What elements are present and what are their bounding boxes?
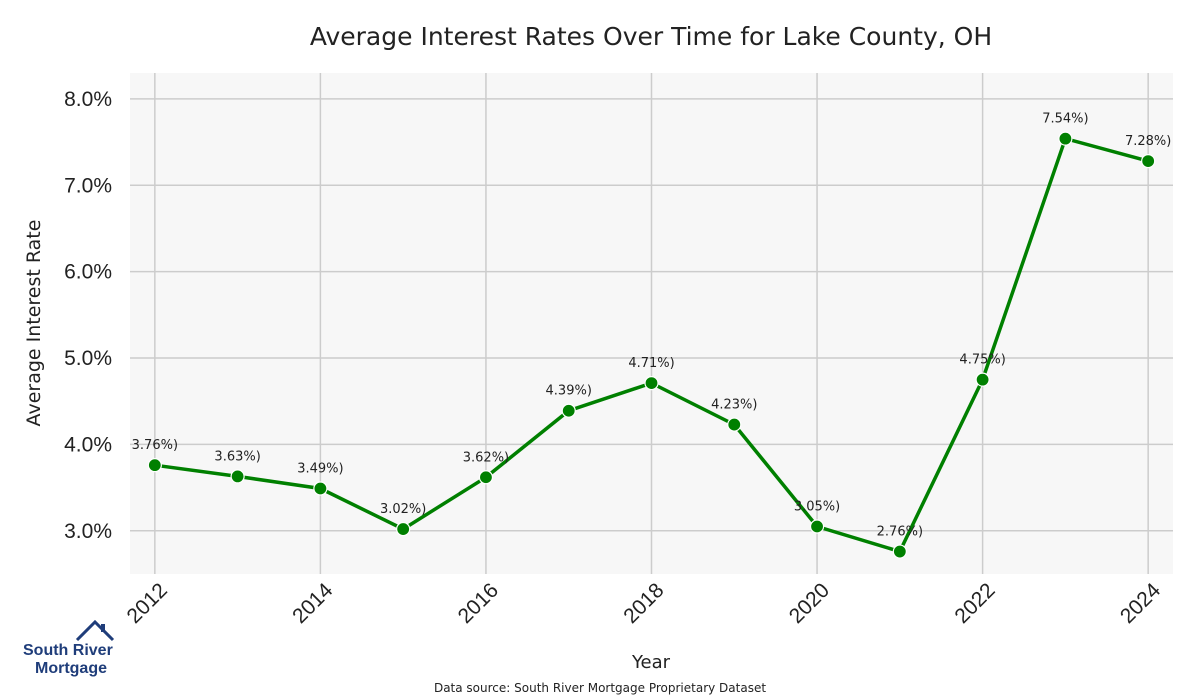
x-axis-ticks: 2012 2014 2016 2018 2020 2022 2024	[123, 579, 1166, 629]
x-tick-label: 2014	[288, 579, 338, 629]
y-tick-label: 3.0%	[64, 520, 112, 543]
logo-text-line1: South River	[23, 642, 113, 659]
y-axis-label: Average Interest Rate	[23, 220, 45, 427]
y-tick-label: 4.0%	[64, 433, 112, 456]
data-label: 4.23%)	[711, 398, 757, 413]
data-point	[1141, 154, 1156, 169]
data-point	[478, 470, 494, 485]
y-tick-label: 6.0%	[64, 261, 112, 284]
data-label: 3.63%)	[214, 449, 260, 464]
x-tick-label: 2016	[454, 579, 503, 628]
data-label: 7.28%)	[1125, 134, 1171, 149]
x-tick-label: 2012	[123, 579, 172, 628]
data-point	[313, 481, 328, 496]
company-logo: South River Mortgage	[20, 618, 120, 682]
data-label: 2.76%)	[877, 525, 923, 540]
data-label: 3.02%)	[380, 502, 426, 517]
chart-title: Average Interest Rates Over Time for Lak…	[309, 22, 993, 51]
data-label: 4.39%)	[546, 384, 592, 399]
x-tick-label: 2024	[1116, 579, 1166, 629]
data-label: 7.54%)	[1042, 112, 1088, 127]
data-point	[147, 458, 162, 473]
data-point	[1058, 131, 1073, 146]
data-point	[975, 372, 990, 387]
data-point	[396, 521, 411, 537]
x-tick-label: 2022	[950, 579, 999, 628]
grid-lines	[130, 73, 1173, 574]
data-source-note: Data source: South River Mortgage Propri…	[433, 681, 767, 695]
data-point	[809, 519, 825, 534]
y-tick-label: 7.0%	[64, 174, 112, 197]
house-roof-icon	[75, 619, 115, 642]
y-axis-ticks: 3.0% 4.0% 5.0% 6.0% 7.0% 8.0%	[64, 88, 112, 543]
y-tick-label: 8.0%	[64, 88, 112, 111]
data-point	[892, 544, 907, 559]
data-point	[644, 376, 659, 391]
data-label: 3.49%)	[297, 461, 343, 476]
data-point	[561, 403, 576, 418]
x-axis-label: Year	[631, 652, 671, 673]
data-label: 4.71%)	[628, 356, 674, 371]
data-point	[727, 417, 742, 432]
data-points	[147, 131, 1156, 559]
data-label: 4.75%)	[959, 353, 1005, 368]
data-point	[230, 469, 245, 484]
y-tick-label: 5.0%	[64, 347, 112, 370]
data-label: 3.05%)	[794, 499, 840, 514]
data-labels: 3.76%) 3.63%) 3.49%) 3.02%) 3.62%) 4.39%) 4.71…	[132, 112, 1172, 540]
data-label: 3.62%)	[463, 450, 509, 465]
data-label: 3.76%)	[132, 438, 178, 453]
logo-text-line2: Mortgage	[35, 660, 107, 677]
x-tick-label: 2018	[619, 579, 668, 628]
x-tick-label: 2020	[785, 579, 834, 628]
